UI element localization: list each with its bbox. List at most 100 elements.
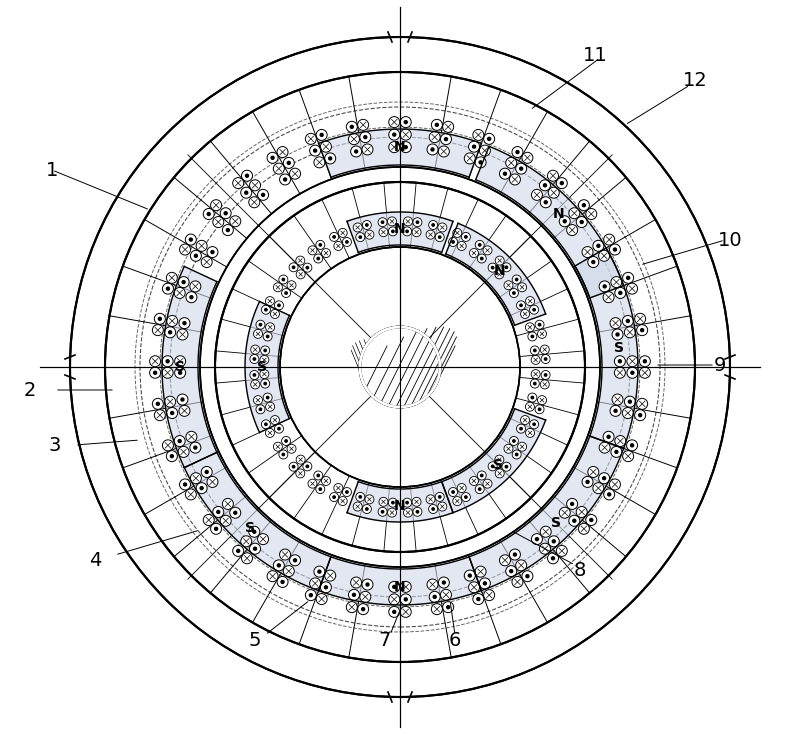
Circle shape bbox=[611, 276, 622, 287]
Circle shape bbox=[499, 555, 510, 566]
Circle shape bbox=[274, 560, 284, 571]
Circle shape bbox=[350, 126, 354, 129]
Circle shape bbox=[513, 440, 515, 442]
Circle shape bbox=[318, 570, 321, 573]
Circle shape bbox=[597, 244, 600, 248]
Circle shape bbox=[643, 359, 646, 363]
Circle shape bbox=[203, 209, 214, 220]
Circle shape bbox=[338, 229, 347, 237]
Circle shape bbox=[545, 358, 547, 360]
Circle shape bbox=[435, 123, 438, 126]
Circle shape bbox=[282, 279, 285, 281]
Circle shape bbox=[569, 515, 580, 526]
Circle shape bbox=[610, 479, 621, 490]
Circle shape bbox=[588, 257, 598, 268]
Circle shape bbox=[174, 287, 185, 298]
Circle shape bbox=[593, 240, 604, 251]
Circle shape bbox=[531, 356, 540, 365]
Circle shape bbox=[545, 374, 547, 376]
Circle shape bbox=[349, 589, 359, 600]
Circle shape bbox=[274, 163, 284, 174]
Circle shape bbox=[196, 240, 207, 251]
Polygon shape bbox=[347, 481, 453, 522]
Circle shape bbox=[154, 313, 166, 324]
Circle shape bbox=[150, 368, 161, 379]
Circle shape bbox=[296, 455, 305, 464]
Circle shape bbox=[253, 358, 255, 360]
Circle shape bbox=[520, 304, 522, 306]
Circle shape bbox=[249, 526, 260, 537]
Circle shape bbox=[540, 380, 550, 389]
Circle shape bbox=[360, 327, 440, 407]
Circle shape bbox=[506, 566, 517, 577]
Text: 9: 9 bbox=[714, 356, 726, 375]
Circle shape bbox=[379, 498, 388, 506]
Circle shape bbox=[246, 174, 249, 177]
Circle shape bbox=[530, 305, 538, 314]
Circle shape bbox=[402, 227, 411, 236]
Circle shape bbox=[356, 232, 365, 242]
Circle shape bbox=[152, 325, 163, 336]
Circle shape bbox=[250, 180, 261, 191]
Circle shape bbox=[478, 471, 486, 480]
Circle shape bbox=[282, 437, 290, 445]
Circle shape bbox=[242, 171, 253, 182]
Circle shape bbox=[334, 484, 343, 492]
Circle shape bbox=[512, 275, 521, 284]
Circle shape bbox=[392, 501, 394, 504]
Circle shape bbox=[264, 382, 266, 384]
Circle shape bbox=[254, 395, 262, 405]
Circle shape bbox=[378, 507, 387, 516]
Circle shape bbox=[207, 476, 218, 487]
Circle shape bbox=[531, 335, 534, 337]
Text: S: S bbox=[257, 360, 266, 374]
Polygon shape bbox=[476, 146, 624, 298]
Circle shape bbox=[365, 230, 374, 239]
Circle shape bbox=[510, 289, 518, 298]
Circle shape bbox=[178, 276, 189, 287]
Circle shape bbox=[182, 281, 185, 284]
Circle shape bbox=[259, 408, 262, 411]
Circle shape bbox=[416, 511, 418, 513]
Circle shape bbox=[517, 301, 526, 310]
Polygon shape bbox=[162, 266, 217, 467]
Circle shape bbox=[445, 137, 447, 140]
Circle shape bbox=[526, 429, 534, 437]
Text: S: S bbox=[245, 521, 255, 535]
Circle shape bbox=[431, 603, 442, 614]
Circle shape bbox=[267, 152, 278, 163]
Circle shape bbox=[603, 285, 606, 288]
Circle shape bbox=[306, 267, 309, 269]
Circle shape bbox=[429, 220, 438, 229]
Circle shape bbox=[325, 153, 336, 164]
Circle shape bbox=[400, 117, 411, 128]
Circle shape bbox=[429, 592, 440, 603]
Circle shape bbox=[473, 594, 484, 605]
Circle shape bbox=[379, 228, 388, 237]
Circle shape bbox=[203, 514, 214, 526]
Circle shape bbox=[322, 476, 330, 485]
Circle shape bbox=[541, 354, 550, 364]
Circle shape bbox=[477, 598, 480, 600]
Circle shape bbox=[433, 595, 436, 598]
Circle shape bbox=[346, 491, 348, 493]
Circle shape bbox=[166, 407, 178, 418]
Circle shape bbox=[271, 157, 274, 159]
Text: S: S bbox=[550, 515, 561, 529]
Circle shape bbox=[325, 586, 327, 589]
Circle shape bbox=[526, 297, 534, 306]
Circle shape bbox=[614, 356, 626, 367]
Text: 10: 10 bbox=[718, 231, 742, 249]
Circle shape bbox=[552, 539, 555, 543]
Circle shape bbox=[314, 157, 325, 168]
Circle shape bbox=[310, 145, 321, 156]
Circle shape bbox=[626, 276, 630, 279]
Circle shape bbox=[614, 368, 626, 379]
Circle shape bbox=[274, 301, 283, 310]
Circle shape bbox=[479, 578, 490, 589]
Circle shape bbox=[400, 129, 411, 140]
Circle shape bbox=[438, 236, 441, 238]
Circle shape bbox=[556, 178, 567, 189]
Circle shape bbox=[538, 329, 546, 338]
Circle shape bbox=[389, 227, 398, 236]
